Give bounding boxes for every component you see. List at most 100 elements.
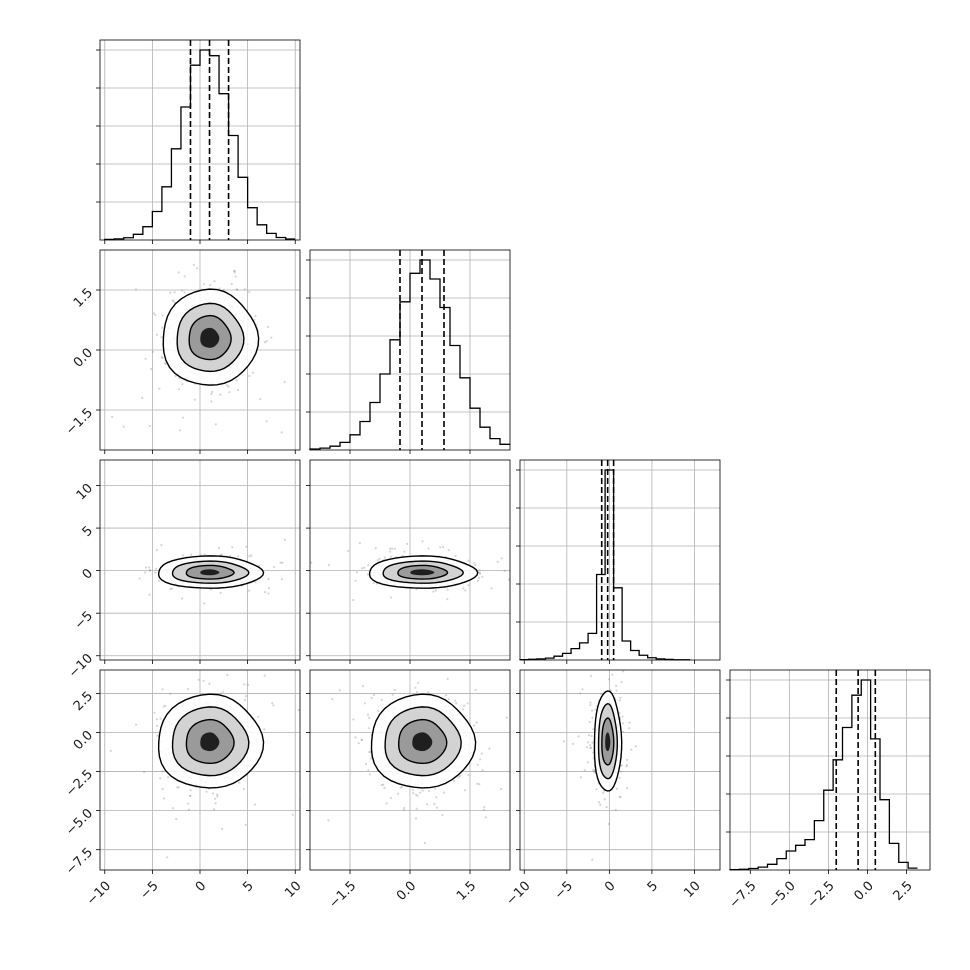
scatter-point	[403, 806, 406, 810]
scatter-point	[411, 788, 415, 792]
scatter-point	[248, 555, 251, 558]
scatter-point	[209, 283, 212, 287]
scatter-point	[250, 554, 253, 557]
scatter-point	[144, 571, 147, 574]
scatter-point	[167, 776, 170, 779]
contour-level-3	[200, 569, 220, 576]
scatter-point	[279, 561, 282, 564]
scatter-point	[360, 738, 363, 742]
scatter-point	[164, 363, 167, 366]
scatter-point	[213, 280, 216, 283]
scatter-point	[367, 564, 370, 567]
scatter-point	[479, 572, 482, 575]
scatter-point	[138, 577, 141, 580]
scatter-point	[122, 425, 125, 428]
scatter-point	[213, 808, 216, 811]
scatter-point	[415, 807, 418, 810]
panel-content	[520, 645, 720, 870]
scatter-point	[369, 757, 373, 760]
y-tick-label-p2: 0	[80, 566, 96, 582]
scatter-point	[586, 746, 589, 749]
scatter-point	[572, 645, 574, 647]
scatter-point	[583, 769, 586, 772]
scatter-point	[248, 290, 251, 294]
scatter-point	[135, 723, 138, 726]
scatter-point	[418, 791, 422, 794]
scatter-point	[148, 568, 152, 572]
scatter-point	[463, 704, 466, 707]
scatter-point	[380, 698, 383, 702]
scatter-point	[263, 591, 266, 594]
scatter-point	[366, 713, 370, 716]
scatter-point	[155, 724, 159, 727]
scatter-point	[615, 787, 619, 790]
scatter-point	[415, 793, 418, 796]
x-tick-label-p1: −1.5	[326, 879, 359, 912]
scatter-point	[257, 715, 260, 718]
scatter-point	[611, 673, 614, 676]
scatter-point	[391, 693, 394, 696]
panel-content	[100, 460, 300, 660]
scatter-point	[421, 540, 424, 543]
scatter-point	[259, 667, 261, 669]
scatter-point	[283, 538, 287, 541]
scatter-point	[253, 803, 257, 806]
histogram-step-p3	[729, 679, 918, 871]
scatter-point	[383, 556, 386, 559]
scatter-point	[614, 808, 617, 812]
scatter-point	[589, 744, 592, 747]
scatter-point	[233, 270, 236, 273]
scatter-point	[389, 555, 392, 558]
scatter-point	[374, 547, 377, 550]
scatter-point	[235, 288, 238, 291]
scatter-point	[367, 769, 370, 772]
scatter-point	[242, 787, 245, 791]
scatter-point	[233, 271, 236, 274]
histogram-step-p0	[104, 49, 296, 241]
scatter-point	[254, 581, 257, 584]
scatter-point	[243, 288, 246, 291]
scatter-point	[599, 692, 603, 696]
contour-level-3	[410, 569, 435, 576]
scatter-point	[368, 773, 371, 776]
scatter-point	[597, 801, 601, 804]
scatter-point	[615, 689, 618, 692]
scatter-point	[177, 388, 181, 391]
scatter-point	[169, 587, 172, 591]
scatter-point	[454, 699, 457, 702]
scatter-point	[222, 690, 225, 693]
scatter-point	[267, 325, 270, 329]
scatter-point	[467, 559, 470, 562]
scatter-point	[412, 792, 415, 795]
scatter-point	[589, 674, 593, 678]
scatter-point	[154, 567, 158, 570]
scatter-point	[228, 391, 231, 394]
x-tick-label-p2: −5	[552, 879, 576, 903]
scatter-point	[358, 541, 361, 545]
scatter-point	[161, 356, 164, 359]
scatter-point	[175, 817, 178, 821]
scatter-point	[154, 571, 157, 574]
scatter-point	[590, 734, 593, 738]
x-tick-label-p3: 0.0	[852, 879, 877, 904]
scatter-point	[245, 695, 248, 698]
scatter-point	[163, 362, 166, 365]
scatter-panel-p0-p3	[96, 665, 301, 874]
scatter-point	[176, 665, 178, 667]
scatter-point	[393, 547, 396, 550]
scatter-point	[416, 681, 420, 684]
scatter-point	[265, 340, 268, 343]
y-tick-label-p3: 0.0	[71, 728, 96, 753]
scatter-point	[182, 191, 184, 193]
scatter-point	[153, 711, 156, 714]
scatter-point	[442, 791, 446, 794]
scatter-point	[622, 730, 625, 734]
scatter-point	[166, 856, 169, 859]
scatter-point	[280, 431, 283, 434]
scatter-point	[297, 709, 300, 712]
scatter-point	[352, 599, 355, 602]
scatter-point	[216, 795, 219, 798]
scatter-point	[164, 704, 167, 708]
scatter-point	[603, 798, 606, 801]
y-tick-label-p3: −7.5	[63, 845, 96, 878]
